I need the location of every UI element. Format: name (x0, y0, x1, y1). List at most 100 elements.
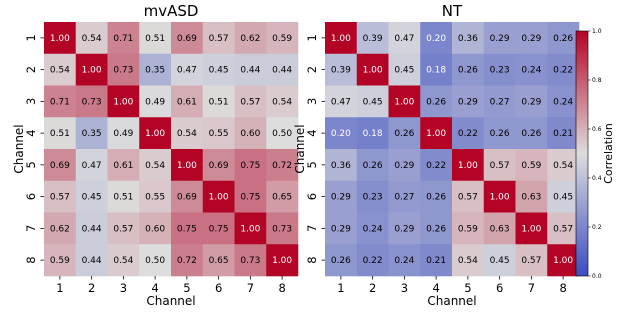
y-tick-label: 5 (305, 161, 319, 168)
heatmap-cell (388, 244, 421, 277)
heatmap-cell (547, 85, 580, 118)
cell-value-label: 0.50 (272, 129, 292, 139)
heatmap-cell (266, 53, 299, 86)
heatmap-cell (515, 117, 548, 150)
heatmap-cell (452, 244, 485, 277)
cell-value-label: 0.35 (82, 129, 102, 139)
heatmap-cell (515, 180, 548, 213)
heatmap-cell (420, 117, 453, 150)
cell-value-label: 0.62 (50, 224, 70, 234)
x-tick-label: 2 (369, 281, 376, 295)
colorbar-tick-label: 0.2 (592, 224, 602, 231)
heatmap-cell (547, 53, 580, 86)
heatmap-cell (420, 85, 453, 118)
heatmap-cell (234, 212, 267, 245)
cell-value-label: 0.65 (272, 193, 292, 203)
heatmap-cell (139, 180, 172, 213)
cell-value-label: 1.00 (145, 129, 165, 139)
heatmap-cell (452, 180, 485, 213)
heatmap-cell (107, 212, 140, 245)
heatmap-cell (171, 149, 204, 182)
cell-value-label: 0.24 (521, 66, 541, 76)
cell-value-label: 0.29 (521, 97, 541, 107)
heatmap-cell (452, 212, 485, 245)
cell-value-label: 0.23 (490, 66, 510, 76)
cell-value-label: 0.47 (394, 34, 414, 44)
cell-value-label: 0.61 (177, 97, 197, 107)
panel-title: NT (442, 2, 463, 20)
heatmap-cell (356, 117, 389, 150)
cell-value-label: 0.44 (272, 66, 292, 76)
cell-value-label: 0.72 (177, 256, 197, 266)
heatmap-cell (234, 244, 267, 277)
heatmap-cell (44, 180, 77, 213)
cell-value-label: 1.00 (113, 97, 133, 107)
heatmap-cell (107, 149, 140, 182)
cell-value-label: 0.57 (113, 224, 133, 234)
cell-value-label: 0.29 (490, 34, 510, 44)
y-tick-label: 1 (305, 34, 319, 41)
cell-value-label: 0.45 (82, 193, 102, 203)
cell-value-label: 0.63 (490, 224, 510, 234)
heatmap-cell (234, 22, 267, 55)
heatmap-cell (356, 244, 389, 277)
heatmap-cell (452, 22, 485, 55)
heatmap-cell (515, 212, 548, 245)
heatmap-cell (356, 22, 389, 55)
heatmap-cell (75, 149, 108, 182)
cell-value-label: 0.51 (145, 34, 165, 44)
heatmap-cell (202, 53, 235, 86)
x-tick-label: 8 (278, 281, 285, 295)
cell-value-label: 0.73 (113, 66, 133, 76)
cell-value-label: 0.75 (240, 161, 260, 171)
cell-value-label: 0.39 (331, 66, 351, 76)
heatmap-cell (325, 53, 358, 86)
heatmap-cell (75, 53, 108, 86)
heatmap-cell (44, 53, 77, 86)
cell-value-label: 0.36 (331, 161, 351, 171)
heatmap-cell (171, 85, 204, 118)
heatmap-cell (139, 212, 172, 245)
cell-value-label: 0.26 (458, 66, 478, 76)
heatmap-cell (420, 244, 453, 277)
cell-value-label: 0.39 (363, 34, 383, 44)
cell-value-label: 0.22 (458, 129, 478, 139)
heatmap-cell (420, 53, 453, 86)
heatmap-cell (202, 85, 235, 118)
heatmap-cell (325, 22, 358, 55)
heatmap-cell (139, 53, 172, 86)
cell-value-label: 0.59 (458, 224, 478, 234)
cell-value-label: 1.00 (553, 256, 573, 266)
heatmap-cell (75, 244, 108, 277)
heatmap-panel-mvasd: 1.00 0.54 0.71 0.51 0.69 0.57 0.62 0.59 0.54 1.00… (12, 2, 299, 308)
y-tick-label: 3 (305, 98, 319, 105)
heatmap-cell (388, 53, 421, 86)
x-tick-label: 6 (215, 281, 222, 295)
cell-value-label: 0.57 (458, 193, 478, 203)
heatmap-cell (75, 212, 108, 245)
cell-value-label: 0.29 (458, 97, 478, 107)
heatmap-cell (515, 149, 548, 182)
heatmap-cell (452, 117, 485, 150)
cell-value-label: 0.54 (113, 256, 133, 266)
heatmap-cell (171, 212, 204, 245)
heatmap-cell (44, 22, 77, 55)
heatmap-cell (388, 22, 421, 55)
cell-value-label: 0.26 (426, 97, 446, 107)
cell-value-label: 0.50 (145, 256, 165, 266)
heatmap-cell (139, 85, 172, 118)
heatmap-cell (515, 85, 548, 118)
cell-value-label: 0.26 (331, 256, 351, 266)
cell-value-label: 0.54 (145, 161, 165, 171)
heatmap-cell (171, 117, 204, 150)
y-tick-label: 5 (24, 161, 38, 168)
y-tick-label: 8 (24, 256, 38, 263)
colorbar-tick-label: 0.6 (592, 126, 602, 133)
x-tick-label: 8 (559, 281, 566, 295)
heatmap-cell (107, 117, 140, 150)
x-tick-label: 3 (401, 281, 408, 295)
cell-value-label: 1.00 (50, 34, 70, 44)
cell-value-label: 0.26 (426, 193, 446, 203)
heatmap-cell (325, 244, 358, 277)
cell-value-label: 0.45 (363, 97, 383, 107)
